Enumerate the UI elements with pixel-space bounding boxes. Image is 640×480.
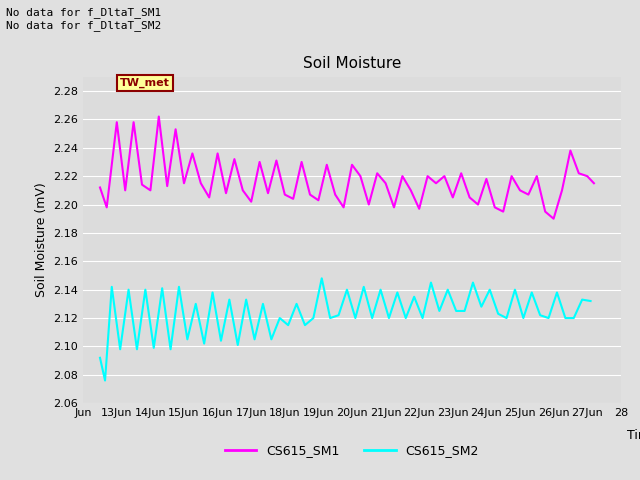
CS615_SM2 [101,378,109,384]
CS615_SM2 [318,276,326,281]
CS615_SM1 [264,190,272,196]
Legend: CS615_SM1, CS615_SM2: CS615_SM1, CS615_SM2 [220,439,484,462]
Y-axis label: Soil Moisture (mV): Soil Moisture (mV) [35,182,48,298]
CS615_SM2 [184,336,191,342]
CS615_SM1 [155,114,163,120]
CS615_SM1 [230,156,238,162]
Text: TW_met: TW_met [120,78,170,88]
CS615_SM1 [273,157,280,163]
Line: CS615_SM1: CS615_SM1 [100,117,594,219]
CS615_SM2 [419,315,426,321]
Title: Soil Moisture: Soil Moisture [303,57,401,72]
CS615_SM2 [268,336,275,342]
CS615_SM1 [590,180,598,186]
CS615_SM1 [247,199,255,204]
Text: No data for f_DltaT_SM1
No data for f_DltaT_SM2: No data for f_DltaT_SM1 No data for f_Dl… [6,7,162,31]
CS615_SM2 [259,301,267,307]
X-axis label: Time: Time [627,429,640,442]
CS615_SM2 [225,297,233,302]
Line: CS615_SM2: CS615_SM2 [100,278,591,381]
CS615_SM2 [96,355,104,360]
CS615_SM2 [587,298,595,304]
CS615_SM1 [550,216,557,222]
CS615_SM2 [243,297,250,302]
CS615_SM1 [96,185,104,191]
CS615_SM1 [189,151,196,156]
CS615_SM1 [415,206,423,212]
